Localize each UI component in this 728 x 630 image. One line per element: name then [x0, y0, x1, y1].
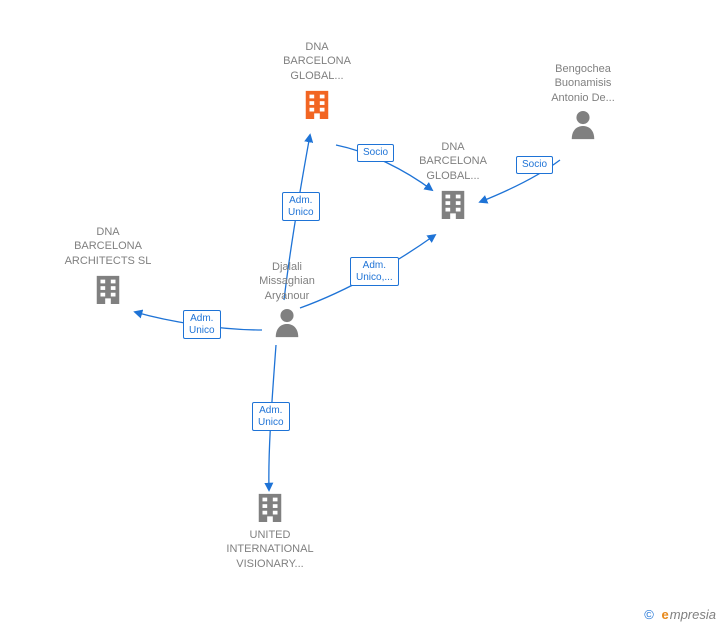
person-icon [232, 307, 342, 339]
watermark: © empresia [644, 607, 716, 622]
node-company_mid[interactable]: DNA BARCELONA GLOBAL... [398, 140, 508, 221]
building-icon [48, 272, 168, 306]
node-label: DNA BARCELONA ARCHITECTS SL [48, 225, 168, 268]
node-person_center[interactable]: Djalali Missaghian Aryanour [232, 260, 342, 339]
copyright-mark: © [644, 607, 654, 622]
building-icon [200, 490, 340, 524]
edge-label: Socio [516, 156, 553, 174]
brand-rest: mpresia [670, 607, 716, 622]
edge-label: Adm. Unico [282, 192, 320, 221]
node-label: Djalali Missaghian Aryanour [232, 260, 342, 303]
building-icon [262, 87, 372, 121]
building-icon [398, 187, 508, 221]
node-company_left[interactable]: DNA BARCELONA ARCHITECTS SL [48, 225, 168, 306]
node-label: DNA BARCELONA GLOBAL... [398, 140, 508, 183]
node-label: Bengochea Buonamisis Antonio De... [518, 62, 648, 105]
edge-label: Adm. Unico,... [350, 257, 399, 286]
edge-label: Socio [357, 144, 394, 162]
brand-first-letter: e [662, 607, 669, 622]
node-person_right[interactable]: Bengochea Buonamisis Antonio De... [518, 62, 648, 141]
node-company_bottom[interactable]: UNITED INTERNATIONAL VISIONARY... [200, 490, 340, 571]
diagram-canvas: DNA BARCELONA GLOBAL... Bengochea Buonam… [0, 0, 728, 630]
person-icon [518, 109, 648, 141]
node-company_top[interactable]: DNA BARCELONA GLOBAL... [262, 40, 372, 121]
node-label: DNA BARCELONA GLOBAL... [262, 40, 372, 83]
edge-label: Adm. Unico [183, 310, 221, 339]
edge-label: Adm. Unico [252, 402, 290, 431]
node-label: UNITED INTERNATIONAL VISIONARY... [200, 528, 340, 571]
